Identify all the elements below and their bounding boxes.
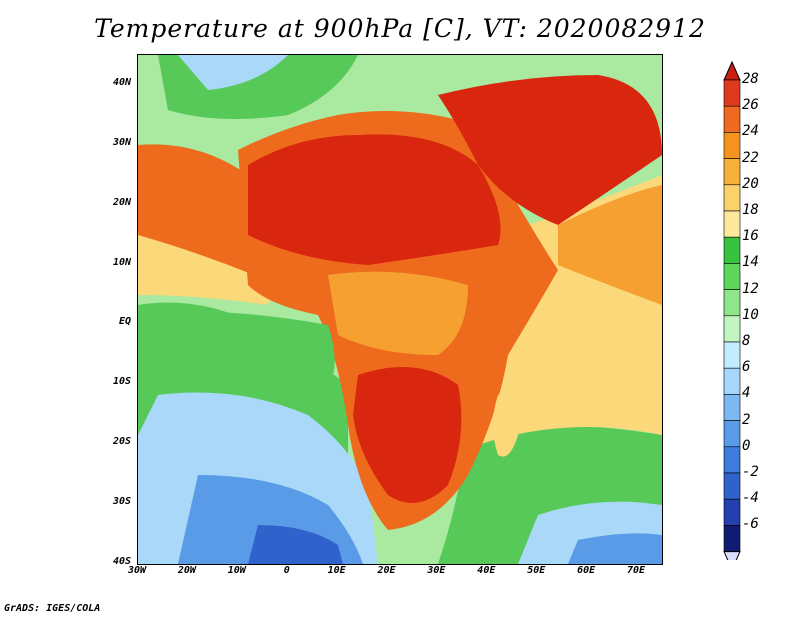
colorbar-label: 6 [742,359,751,376]
colorbar-swatch [723,446,741,474]
lon-tick-label: 60E [577,565,596,576]
lon-tick-label: 20W [177,565,196,576]
colorbar-swatch [723,184,741,212]
coldest-ocean [248,525,343,564]
colorbar-label: 20 [742,175,759,192]
europe-light [178,55,288,90]
colorbar-label: 26 [742,97,759,114]
colorbar-swatch [723,263,741,290]
colorbar-label: 16 [742,228,759,245]
colorbar-swatch [723,236,741,264]
chart-title: Temperature at 900hPa [C], VT: 202008291… [94,14,706,43]
colorbar-label: 24 [742,123,759,140]
colorbar-label: 12 [742,280,759,297]
colorbar-label: 18 [742,202,759,218]
colorbar-label: 4 [742,385,751,402]
madagascar [493,392,523,457]
lon-tick-label: 10E [327,565,346,576]
temperature-map [137,54,663,565]
lon-tick-label: 30E [427,565,446,576]
colorbar-label: 22 [742,149,759,166]
colorbar-label: 28 [742,71,759,87]
colorbar-swatch [723,132,741,159]
lat-tick-label: 10S [112,376,131,388]
lat-tick-label: 40N [112,76,131,88]
colorbar-swatch [723,289,741,317]
lon-tick-label: 30W [127,565,147,576]
colorbar-label: 8 [742,333,751,349]
colorbar-swatch [723,420,741,448]
colorbar-swatch [723,210,741,238]
southern-africa-hot [353,367,462,503]
colorbar-over-arrow [723,60,741,81]
lat-tick-label: 20S [112,436,131,448]
sahara-hot [248,134,501,265]
lat-tick-label: 40S [112,556,131,567]
colorbar-label: -6 [742,516,759,533]
middle-east-hot [438,75,662,225]
colorbar-swatch [723,105,741,133]
lon-tick-label: 40E [477,565,496,576]
lat-tick-label: 30S [112,496,131,508]
colorbar-swatch [723,158,741,186]
colorbar-swatch [723,394,741,421]
map-canvas [138,55,662,564]
colorbar-swatch [723,79,741,107]
colorbar-label: 2 [742,411,751,428]
lon-tick-label: 70E [627,565,646,576]
grads-credit: GrADS: IGES/COLA [4,603,101,614]
central-africa-orange [328,271,468,355]
colorbar-label: 14 [742,254,759,271]
colorbar-label: 10 [742,306,759,323]
guinea-green [138,311,335,375]
arabian-sea-orange [558,185,662,305]
lat-tick-label: 20N [112,196,131,208]
colorbar-label: -4 [742,490,759,507]
atlantic-yellow [138,235,278,305]
lon-tick-label: 50E [527,565,546,576]
colorbar-swatch [723,472,741,500]
lat-tick-label: 30N [112,136,131,148]
colorbar [723,60,741,560]
lat-tick-label: 10N [112,256,131,268]
colorbar-label: -2 [742,464,759,480]
lon-tick-label: 0 [283,565,290,576]
colorbar-swatch [723,315,741,343]
ocean-southeast-blue [568,533,662,564]
colorbar-swatch [723,525,741,552]
lon-tick-label: 10W [227,565,246,576]
lon-tick-label: 20E [377,565,396,576]
colorbar-under-arrow [723,551,741,560]
colorbar-label: 0 [742,437,751,454]
colorbar-swatch [723,367,741,395]
colorbar-swatch [723,498,741,526]
colorbar-swatch [723,341,741,369]
lat-tick-label: EQ [118,316,131,328]
